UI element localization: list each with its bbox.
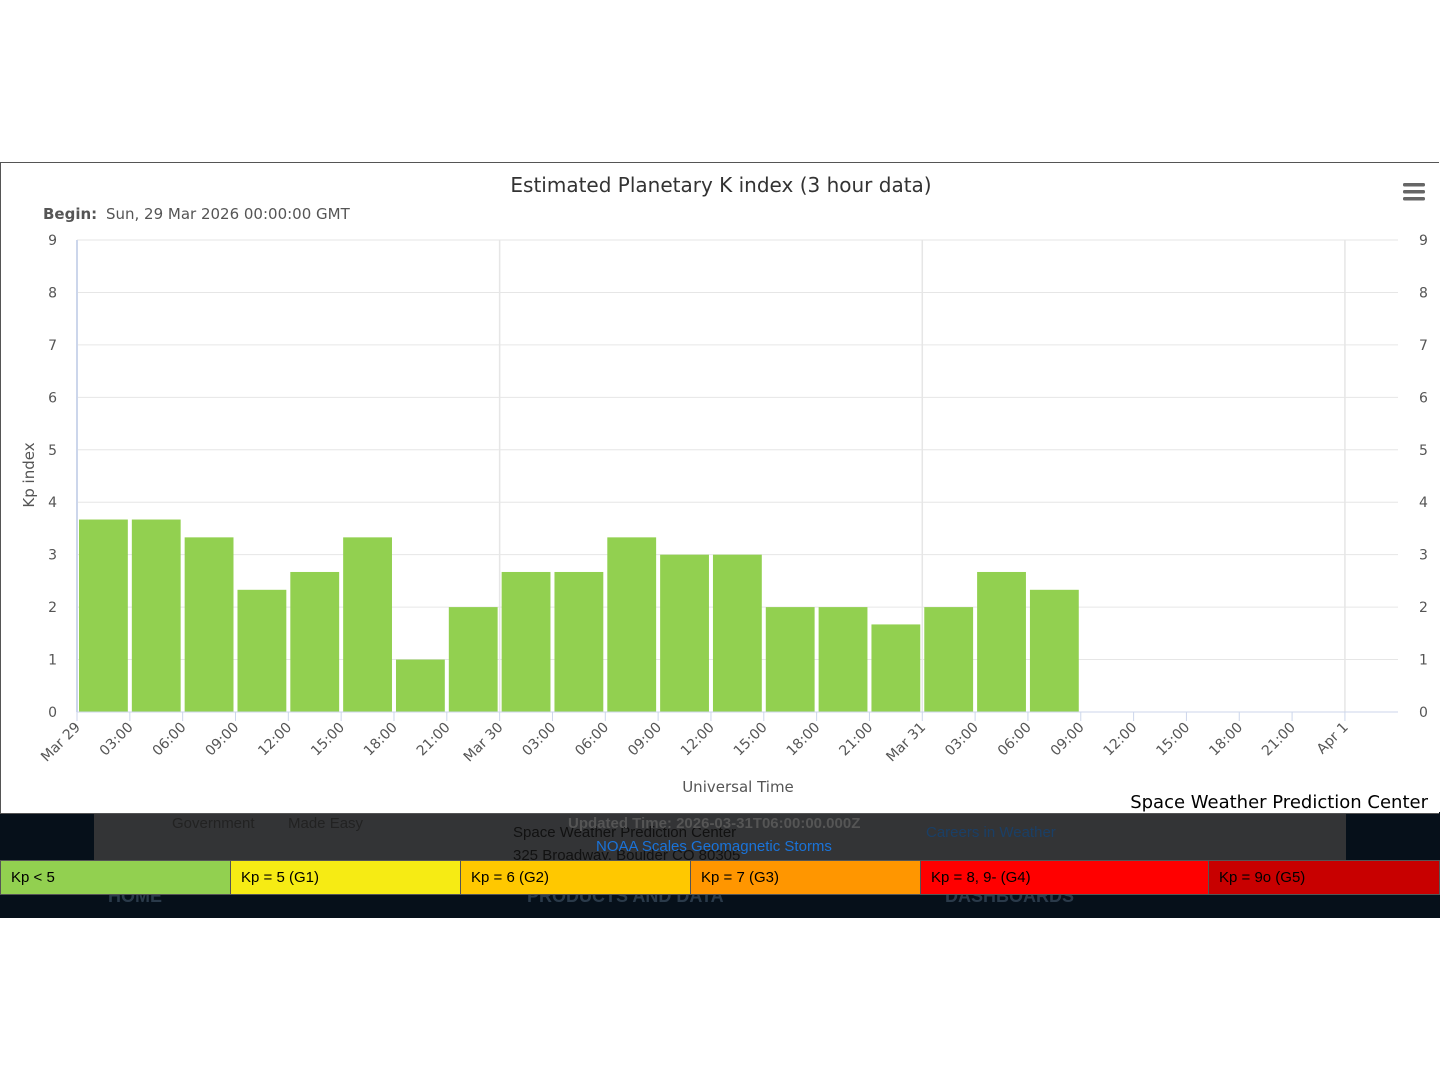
subtitle-value: Sun, 29 Mar 2026 00:00:00 GMT <box>106 205 351 223</box>
y-tick-label-right: 0 <box>1419 705 1428 721</box>
y-tick-label-right: 6 <box>1419 390 1428 406</box>
chart-credit: Space Weather Prediction Center <box>1130 792 1428 813</box>
x-tick-label: 15:00 <box>731 720 771 760</box>
x-tick-label: Apr 1 <box>1314 720 1352 758</box>
subtitle-label: Begin: <box>43 205 97 223</box>
kp-bar <box>924 607 974 712</box>
y-tick-label: 8 <box>48 285 57 301</box>
footer-updated-time: Updated Time: 2026-03-31T06:00:00.000Z <box>568 815 861 832</box>
chart-title: Estimated Planetary K index (3 hour data… <box>510 173 931 197</box>
x-tick-label: Mar 30 <box>461 720 507 766</box>
hamburger-menu-icon[interactable] <box>1401 181 1427 207</box>
kp-legend: Kp < 5 Kp = 5 (G1) Kp = 6 (G2) Kp = 7 (G3) K… <box>0 860 1440 895</box>
x-tick-label: 18:00 <box>784 720 824 760</box>
x-tick-label: 06:00 <box>995 720 1035 760</box>
x-tick-label: Mar 31 <box>883 720 929 766</box>
kp-bar <box>871 624 921 712</box>
x-tick-label: 09:00 <box>1048 720 1088 760</box>
footer-panel <box>94 812 1346 860</box>
x-tick-label: 03:00 <box>942 720 982 760</box>
x-tick-label: 09:00 <box>625 720 665 760</box>
chart-subtitle: Begin: Sun, 29 Mar 2026 00:00:00 GMT <box>43 205 351 223</box>
kp-bar <box>131 519 181 712</box>
x-tick-label: 21:00 <box>1259 720 1299 760</box>
noaa-scales-link[interactable]: NOAA Scales Geomagnetic Storms <box>596 838 832 855</box>
y-tick-label-right: 3 <box>1419 548 1428 564</box>
y-tick-label: 7 <box>48 338 57 354</box>
x-tick-label: 21:00 <box>414 720 454 760</box>
legend-item: Kp = 9o (G5) <box>1208 860 1440 895</box>
y-tick-label-right: 8 <box>1419 285 1428 301</box>
legend-item: Kp = 7 (G3) <box>690 860 920 895</box>
x-tick-label: 09:00 <box>202 720 242 760</box>
x-tick-label: 12:00 <box>1101 720 1141 760</box>
y-tick-label-right: 4 <box>1419 495 1428 511</box>
legend-item: Kp = 8, 9- (G4) <box>920 860 1208 895</box>
x-tick-label: 18:00 <box>1206 720 1246 760</box>
kp-bar <box>501 571 551 712</box>
legend-item: Kp = 5 (G1) <box>230 860 460 895</box>
y-tick-label: 1 <box>48 653 57 669</box>
footer-address: 325 Broadway, Boulder CO 80305 <box>513 847 741 864</box>
kp-bar <box>343 537 392 712</box>
x-tick-label: 15:00 <box>1153 720 1193 760</box>
x-tick-label: 06:00 <box>572 720 612 760</box>
kp-bar <box>79 519 128 712</box>
y-tick-label: 2 <box>48 600 57 616</box>
kp-bar <box>712 554 762 712</box>
legend-item: Kp < 5 <box>0 860 230 895</box>
kp-bar <box>554 571 604 712</box>
y-axis-label: Kp index <box>20 442 38 507</box>
kp-bar <box>237 589 287 712</box>
kp-bar <box>1029 589 1079 712</box>
y-tick-label: 4 <box>48 495 57 511</box>
y-tick-label: 3 <box>48 548 57 564</box>
kp-bar <box>977 571 1026 712</box>
y-tick-label-right: 1 <box>1419 653 1428 669</box>
x-tick-label: 06:00 <box>150 720 190 760</box>
y-tick-label: 5 <box>48 443 57 459</box>
y-tick-label-right: 2 <box>1419 600 1428 616</box>
kp-bar <box>765 607 815 712</box>
kp-bar <box>448 607 498 712</box>
x-tick-label: 03:00 <box>519 720 559 760</box>
bar-layer <box>79 519 1079 712</box>
y-tick-label: 6 <box>48 390 57 406</box>
x-tick-label: 15:00 <box>308 720 348 760</box>
x-axis-label: Universal Time <box>682 778 794 796</box>
x-tick-label: 03:00 <box>97 720 137 760</box>
x-tick-label: Mar 29 <box>38 720 84 766</box>
footer-gov-left: Government <box>172 815 255 832</box>
footer-gov-right: Made Easy <box>288 815 364 832</box>
y-tick-label-right: 9 <box>1419 233 1428 249</box>
kp-chart: 0 0 1 1 2 2 3 3 4 4 5 5 6 6 7 7 8 8 9 9 Mar 29 03:00 06:00 09:0… <box>0 162 1439 814</box>
y-tick-label-right: 7 <box>1419 338 1428 354</box>
kp-bar <box>395 659 445 712</box>
kp-bar <box>818 607 868 712</box>
kp-chart-svg: 0 0 1 1 2 2 3 3 4 4 5 5 6 6 7 7 8 8 9 9 Mar 29 03:00 06:00 09:0… <box>20 173 1429 813</box>
legend-item: Kp = 6 (G2) <box>460 860 690 895</box>
y-tick-label: 9 <box>48 233 57 249</box>
kp-bar <box>290 571 340 712</box>
footer-swpc: Space Weather Prediction Center <box>513 824 737 841</box>
kp-bar <box>607 537 657 712</box>
kp-bar <box>184 537 234 712</box>
kp-bar <box>660 554 709 712</box>
x-tick-label: 12:00 <box>255 720 295 760</box>
y-tick-label-right: 5 <box>1419 443 1428 459</box>
y-tick-label: 0 <box>48 705 57 721</box>
x-tick-label: 18:00 <box>361 720 401 760</box>
footer-careers[interactable]: Careers in Weather <box>926 824 1056 841</box>
x-tick-label: 12:00 <box>678 720 718 760</box>
x-tick-label: 21:00 <box>836 720 876 760</box>
